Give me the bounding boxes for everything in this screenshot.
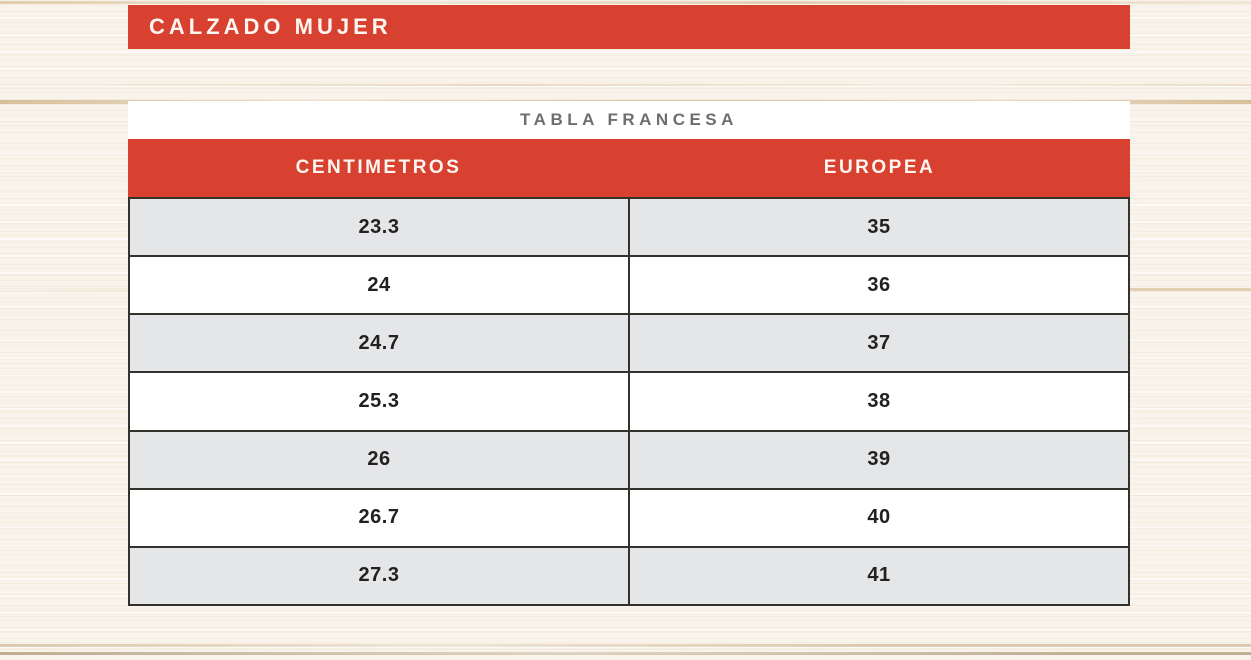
table-row: 23.3 35 bbox=[130, 199, 1128, 256]
wood-grain-streak bbox=[0, 644, 1251, 647]
cell-europea: 38 bbox=[867, 389, 891, 412]
cell-europea: 35 bbox=[867, 215, 891, 238]
table-row: 25.3 38 bbox=[130, 371, 1128, 430]
cell-centimetros: 26.7 bbox=[130, 489, 630, 546]
column-header-europea: EUROPEA bbox=[823, 157, 936, 178]
wood-grain-streak bbox=[0, 84, 1251, 86]
cell-centimetros: 24.7 bbox=[130, 315, 630, 372]
section-title: CALZADO MUJER bbox=[149, 14, 392, 39]
cell-centimetros: 23.3 bbox=[130, 199, 630, 256]
section-banner: CALZADO MUJER bbox=[128, 5, 1130, 49]
column-header-centimetros: CENTIMETROS bbox=[295, 157, 462, 178]
table-row: 24 36 bbox=[130, 255, 1128, 314]
table-row: 26.7 40 bbox=[130, 487, 1128, 546]
table-row: 27.3 41 bbox=[130, 545, 1128, 604]
size-chart-panel: TABLA FRANCESA CENTIMETROS EUROPEA 23.3 … bbox=[128, 101, 1130, 606]
cell-europea: 37 bbox=[867, 331, 891, 354]
cell-centimetros: 27.3 bbox=[130, 547, 630, 604]
table-row: 24.7 37 bbox=[130, 313, 1128, 372]
table-title: TABLA FRANCESA bbox=[520, 110, 738, 129]
cell-europea: 39 bbox=[867, 448, 891, 471]
table-body: 23.3 35 24 36 24.7 37 25.3 38 26 39 26.7… bbox=[128, 197, 1130, 606]
wood-grain-streak bbox=[0, 1, 1251, 4]
wood-grain-streak bbox=[0, 652, 1251, 655]
table-header-row: CENTIMETROS EUROPEA bbox=[128, 139, 1130, 197]
cell-europea: 36 bbox=[867, 273, 891, 296]
cell-europea: 40 bbox=[867, 506, 891, 529]
cell-centimetros: 25.3 bbox=[130, 373, 630, 430]
cell-centimetros: 26 bbox=[130, 431, 630, 488]
cell-europea: 41 bbox=[867, 564, 891, 587]
cell-centimetros: 24 bbox=[130, 257, 630, 314]
table-row: 26 39 bbox=[130, 429, 1128, 488]
